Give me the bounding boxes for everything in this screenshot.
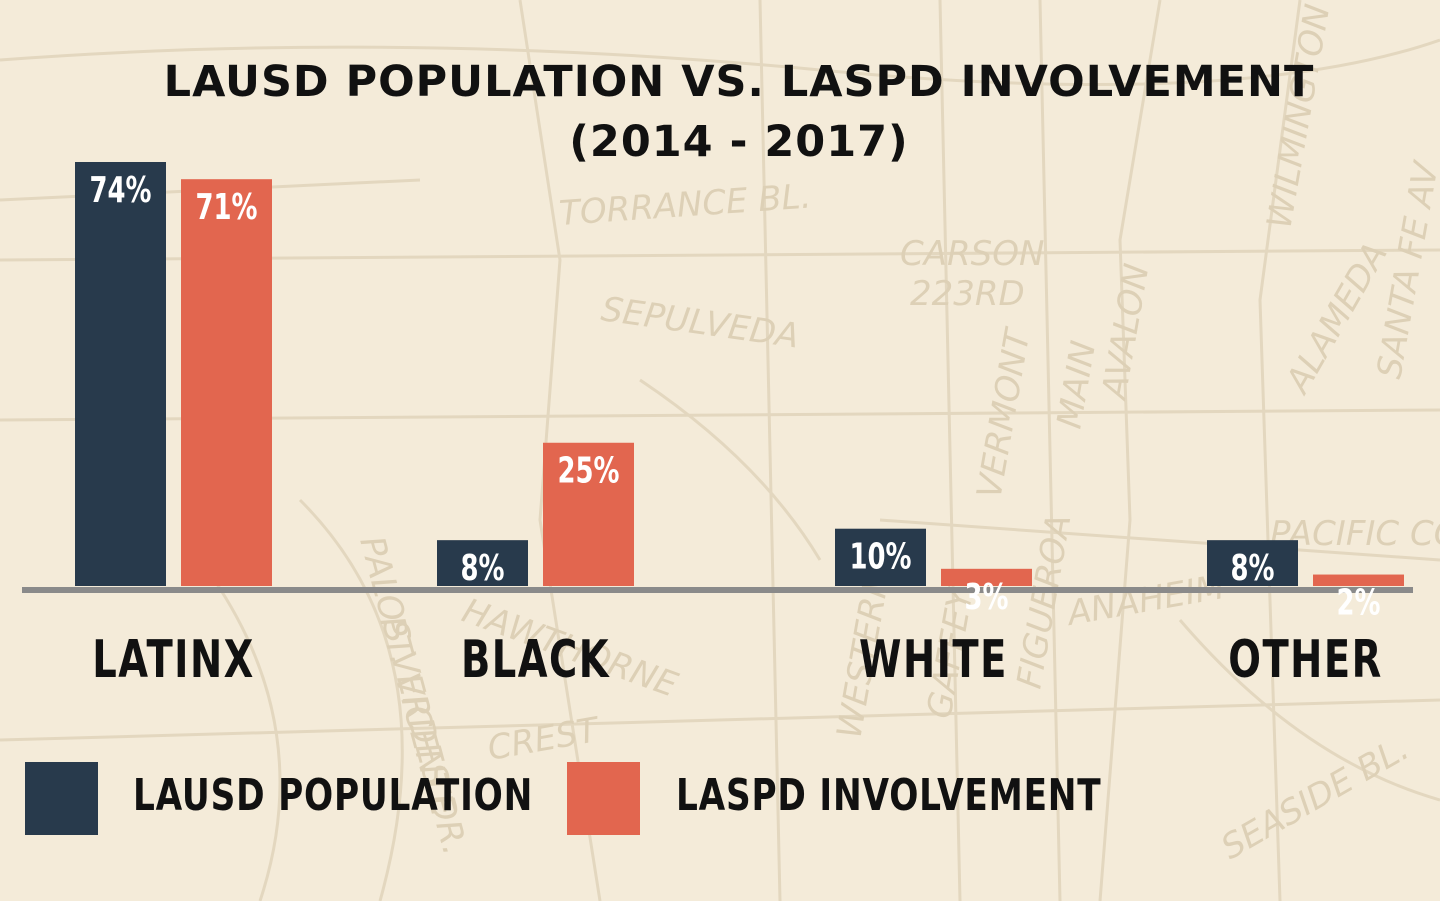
bar-laspd-other: [1313, 574, 1404, 586]
bar-laspd-latinx: [181, 179, 272, 586]
legend-label-laspd: LASPD INVOLVEMENT: [676, 770, 1102, 821]
chart-title: LAUSD POPULATION VS. LASPD INVOLVEMENT (…: [0, 52, 1440, 172]
bar-data-label: 2%: [1336, 582, 1380, 623]
category-label-black: BLACK: [461, 629, 610, 689]
bar-data-label: 8%: [1230, 548, 1274, 589]
legend-label-lausd: LAUSD POPULATION: [133, 770, 534, 821]
category-label-white: WHITE: [859, 629, 1008, 689]
bar-data-label: 10%: [849, 537, 911, 578]
bar-lausd-latinx: [75, 162, 166, 586]
bar-laspd-white: [941, 568, 1032, 586]
bar-data-label: 3%: [964, 577, 1008, 618]
category-label-latinx: LATINX: [92, 629, 255, 689]
bar-lausd-other: [1207, 540, 1298, 586]
title-line-1: LAUSD POPULATION VS. LASPD INVOLVEMENT: [163, 57, 1315, 107]
map-street-label: CARSON: [900, 234, 1044, 274]
title-line-2: (2014 - 2017): [569, 117, 909, 167]
bar-laspd-black: [543, 442, 634, 586]
bar-data-label: 74%: [89, 170, 151, 211]
bar-lausd-black: [437, 540, 528, 586]
bar-data-label: 8%: [460, 548, 504, 589]
bar-data-label: 71%: [195, 187, 257, 228]
legend-swatch-laspd: [567, 762, 640, 835]
bar-data-label: 25%: [557, 451, 619, 492]
bar-lausd-white: [835, 528, 926, 586]
legend-swatch-lausd: [25, 762, 98, 835]
map-street-label: PACIFIC COAST: [1270, 514, 1440, 554]
category-label-other: OTHER: [1228, 629, 1382, 689]
map-street-label: 223RD: [910, 274, 1025, 314]
